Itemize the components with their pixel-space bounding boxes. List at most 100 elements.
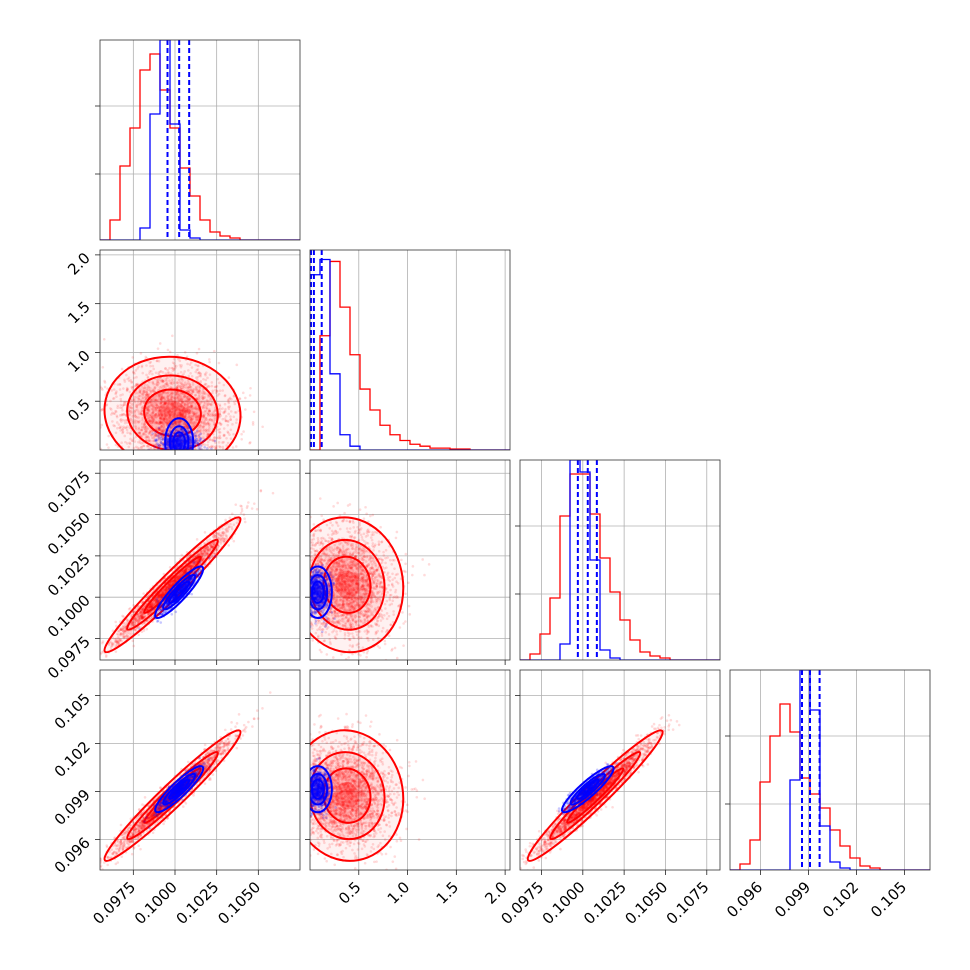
sample-point bbox=[242, 513, 246, 516]
sample-point bbox=[155, 378, 159, 381]
sample-point bbox=[183, 568, 187, 572]
sample-point bbox=[204, 418, 207, 422]
sample-point bbox=[184, 425, 187, 429]
sample-point bbox=[215, 548, 219, 552]
sample-point bbox=[172, 582, 175, 585]
sample-point bbox=[226, 431, 230, 435]
sample-point bbox=[118, 426, 122, 429]
sample-point bbox=[203, 550, 207, 554]
sample-point bbox=[147, 605, 151, 609]
sample-point bbox=[111, 642, 114, 646]
sample-point bbox=[157, 599, 161, 602]
sample-point bbox=[171, 407, 174, 411]
sample-point bbox=[181, 408, 185, 412]
sample-point bbox=[221, 445, 225, 449]
sample-point bbox=[202, 425, 205, 429]
sample-point bbox=[182, 405, 186, 408]
sample-point bbox=[162, 409, 166, 412]
sample-point bbox=[177, 357, 180, 361]
sample-point bbox=[200, 549, 203, 553]
sample-point bbox=[164, 420, 167, 423]
sample-point bbox=[92, 647, 95, 650]
sample-point bbox=[172, 406, 175, 410]
sample-point bbox=[152, 417, 155, 420]
sample-point bbox=[125, 421, 129, 424]
sample-point bbox=[90, 664, 93, 667]
sample-point bbox=[149, 605, 152, 609]
sample-point bbox=[180, 413, 184, 417]
sample-point bbox=[150, 401, 154, 405]
sample-point bbox=[130, 411, 133, 414]
sample-point bbox=[179, 399, 182, 402]
sample-point bbox=[213, 439, 216, 442]
sample-point bbox=[151, 388, 155, 392]
sample-point bbox=[217, 533, 220, 536]
sample-point bbox=[148, 372, 151, 375]
sample-point bbox=[162, 445, 165, 449]
sample-point bbox=[174, 438, 178, 442]
sample-point bbox=[167, 583, 171, 586]
sample-point bbox=[178, 435, 182, 438]
sample-point bbox=[171, 361, 175, 364]
sample-point bbox=[185, 566, 189, 570]
sample-point bbox=[149, 419, 153, 423]
sample-point bbox=[189, 406, 192, 409]
sample-point bbox=[168, 565, 172, 569]
sample-point bbox=[176, 443, 180, 446]
sample-point bbox=[173, 364, 177, 368]
sample-point bbox=[219, 445, 222, 449]
sample-point bbox=[199, 379, 203, 383]
sample-point bbox=[205, 552, 209, 555]
sample-point bbox=[195, 368, 199, 372]
sample-point bbox=[139, 610, 143, 614]
sample-point bbox=[212, 541, 215, 545]
sample-point bbox=[145, 390, 148, 394]
sample-point bbox=[158, 416, 162, 420]
sample-point bbox=[199, 374, 202, 378]
sample-point bbox=[204, 422, 207, 425]
sample-point bbox=[160, 430, 164, 434]
sample-point bbox=[176, 407, 180, 410]
sample-point bbox=[97, 654, 100, 657]
sample-point bbox=[198, 396, 201, 399]
sample-point bbox=[157, 594, 160, 598]
sample-point bbox=[188, 420, 192, 424]
sample-point bbox=[159, 441, 163, 444]
sample-point bbox=[157, 406, 160, 410]
sample-point bbox=[137, 633, 140, 637]
sample-point bbox=[133, 440, 137, 443]
sample-point bbox=[226, 405, 230, 409]
sample-point bbox=[86, 431, 89, 434]
sample-point bbox=[129, 417, 133, 421]
sample-point bbox=[229, 410, 233, 413]
sample-point bbox=[176, 574, 179, 578]
sample-point bbox=[150, 616, 154, 619]
sample-point bbox=[189, 438, 193, 441]
sample-point bbox=[136, 400, 140, 403]
sample-point bbox=[186, 409, 190, 412]
sample-point bbox=[124, 400, 128, 404]
sample-point bbox=[197, 389, 200, 393]
sample-point bbox=[169, 413, 172, 417]
sample-point bbox=[179, 434, 183, 438]
sample-point bbox=[149, 439, 152, 443]
sample-point bbox=[167, 583, 171, 587]
sample-point bbox=[162, 407, 166, 410]
sample-point bbox=[125, 386, 129, 390]
sample-point bbox=[196, 439, 199, 443]
sample-point bbox=[189, 437, 193, 441]
sample-point bbox=[136, 420, 140, 424]
sample-point bbox=[150, 603, 154, 606]
sample-point bbox=[198, 434, 201, 437]
sample-point bbox=[166, 368, 169, 372]
sample-point bbox=[129, 378, 132, 382]
sample-point bbox=[243, 517, 246, 520]
sample-point bbox=[133, 391, 137, 395]
sample-point bbox=[144, 430, 148, 434]
sample-point bbox=[201, 436, 205, 439]
sample-point bbox=[100, 409, 103, 412]
sample-point bbox=[137, 365, 140, 368]
sample-point bbox=[177, 401, 180, 405]
sample-point bbox=[178, 409, 182, 413]
sample-point bbox=[159, 420, 163, 423]
